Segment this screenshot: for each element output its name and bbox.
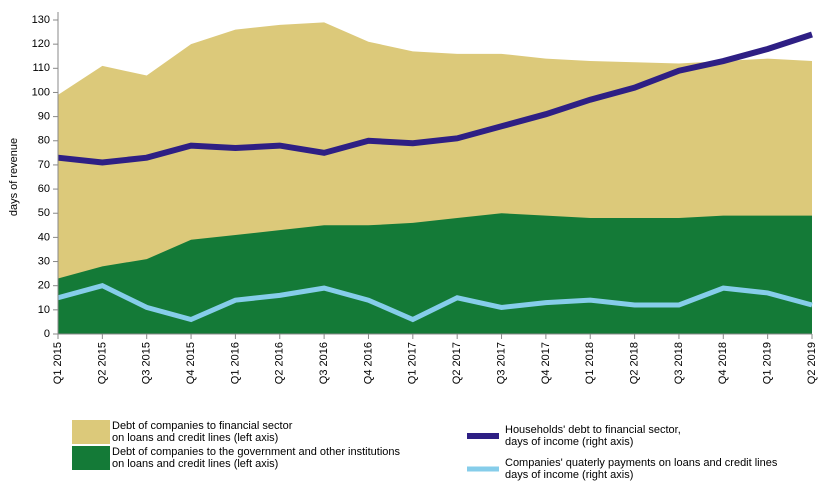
y-tick-label: 130 <box>32 14 50 26</box>
x-tick-label: Q2 2019 <box>806 342 818 384</box>
x-tick-label: Q3 2017 <box>495 342 507 384</box>
y-tick-label: 30 <box>38 255 50 267</box>
x-tick-label: Q1 2018 <box>584 342 596 384</box>
legend-label: Households' debt to financial sector, da… <box>505 424 681 448</box>
y-tick-label: 60 <box>38 183 50 195</box>
y-tick-label: 20 <box>38 280 50 292</box>
y-axis-label: days of revenue <box>8 138 20 216</box>
legend-label: Companies' quaterly payments on loans an… <box>505 457 778 481</box>
x-tick-label: Q4 2017 <box>540 342 552 384</box>
x-tick-label: Q2 2017 <box>451 342 463 384</box>
x-tick-label: Q3 2016 <box>318 342 330 384</box>
x-tick-label: Q1 2016 <box>229 342 241 384</box>
y-tick-label: 40 <box>38 231 50 243</box>
line <box>57 31 813 166</box>
y-tick-label: 100 <box>32 86 50 98</box>
y-tick-label: 70 <box>38 159 50 171</box>
y-tick-label: 0 <box>44 328 50 340</box>
y-tick-label: 50 <box>38 207 50 219</box>
x-tick-label: Q3 2018 <box>673 342 685 384</box>
x-tick-label: Q4 2016 <box>362 342 374 384</box>
x-tick-label: Q1 2019 <box>762 342 774 384</box>
x-tick-label: Q1 2017 <box>407 342 419 384</box>
line <box>57 283 813 323</box>
x-tick-label: Q1 2015 <box>52 342 64 384</box>
legend-swatch <box>72 446 110 470</box>
x-tick-label: Q2 2016 <box>274 342 286 384</box>
y-tick-label: 10 <box>38 304 50 316</box>
x-tick-label: Q2 2015 <box>96 342 108 384</box>
x-tick-label: Q4 2018 <box>717 342 729 384</box>
y-tick-label: 120 <box>32 38 50 50</box>
y-tick-label: 80 <box>38 135 50 147</box>
legend-label: Debt of companies to financial sector on… <box>112 420 293 444</box>
x-tick-label: Q3 2015 <box>141 342 153 384</box>
y-tick-label: 110 <box>32 62 50 74</box>
legend-label: Debt of companies to the government and … <box>112 446 401 470</box>
legend-swatch <box>72 420 110 444</box>
x-tick-label: Q2 2018 <box>628 342 640 384</box>
x-tick-label: Q4 2015 <box>185 342 197 384</box>
y-tick-label: 90 <box>38 111 50 123</box>
